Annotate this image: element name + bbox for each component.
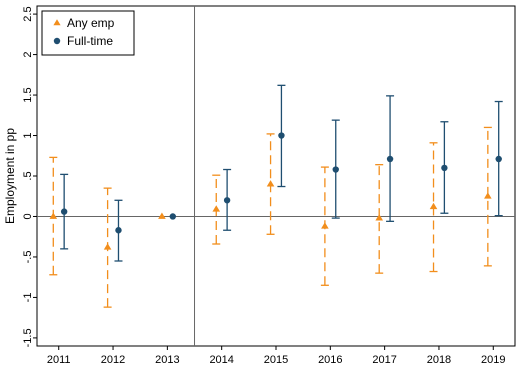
full-time-point [332,166,339,173]
x-tick-label: 2013 [155,354,179,366]
series-layer [49,84,503,308]
any-emp-point [212,205,221,212]
any-emp-point [49,212,58,219]
full-time-point [115,227,122,234]
plot-area [36,5,516,347]
x-tick-label: 2014 [209,354,233,366]
x-tick-label: 2011 [47,354,71,366]
full-time-point [223,197,231,204]
any-emp-point [266,180,275,187]
any-emp-point [429,202,438,210]
x-tick-label: 2017 [372,354,396,366]
full-time-point [386,155,394,163]
full-time-point [495,155,502,163]
y-tick-label: 1 [22,132,34,138]
full-time-point [278,132,285,139]
full-time-legend-symbol [53,37,61,45]
any-emp-point [484,192,492,199]
legend-box [41,10,135,56]
y-tick-label: -1 [22,293,34,303]
x-tick-label: 2012 [101,354,125,366]
y-tick-label: .5 [22,171,34,180]
full-time-point [169,213,176,220]
y-tick-label: -.5 [22,251,34,264]
any-emp-point [375,214,384,221]
any-emp-point [103,243,112,250]
y-axis-title: Employment in pp [3,128,17,224]
x-tick-label: 2019 [481,354,505,366]
reference-lines [37,6,515,346]
x-tick-label: 2018 [427,354,451,366]
any-emp-legend-symbol [53,19,61,26]
any-emp-point [158,212,166,219]
axes-layer: -1.5 -1 -.5 0 .5 1 1.5 2 2.5 2011 2012 2013 2014 2015… [22,6,506,366]
full-time-legend-label: Full-time [67,34,113,48]
y-tick-label: 1.5 [22,87,34,102]
legend: Any emp Full-time [41,10,135,56]
y-tick-label: 2 [22,52,34,58]
full-time-point [441,164,448,172]
x-tick-label: 2015 [264,354,288,366]
full-time-point [60,208,68,215]
any-emp-legend-label: Any emp [67,16,115,30]
y-tick-label: 0 [22,213,34,219]
any-emp-point [321,222,329,229]
y-tick-label: 2.5 [22,6,34,21]
y-tick-label: -1.5 [22,328,34,347]
x-tick-label: 2016 [318,354,342,366]
